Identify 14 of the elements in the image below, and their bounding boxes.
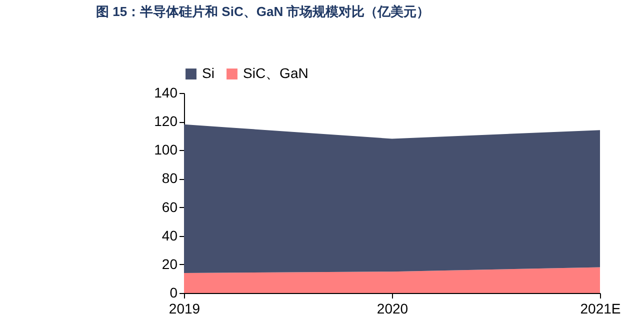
y-tick-label: 20 [162,256,178,272]
x-tick-label: 2020 [376,300,408,316]
x-tick-label: 2019 [168,300,200,316]
y-tick-label: 0 [170,284,178,300]
legend-label: Si [202,65,214,81]
legend-label: SiC、GaN [243,65,308,81]
y-tick-label: 140 [154,84,178,100]
y-tick-label: 120 [154,113,178,130]
chart-title: 图 15：半导体硅片和 SiC、GaN 市场规模对比（亿美元） [96,4,430,19]
y-tick-label: 40 [162,227,178,244]
y-tick-label: 60 [162,198,178,215]
y-tick-label: 80 [162,170,178,186]
y-tick-label: 100 [154,142,178,158]
x-tick-label: 2021E [580,300,621,316]
